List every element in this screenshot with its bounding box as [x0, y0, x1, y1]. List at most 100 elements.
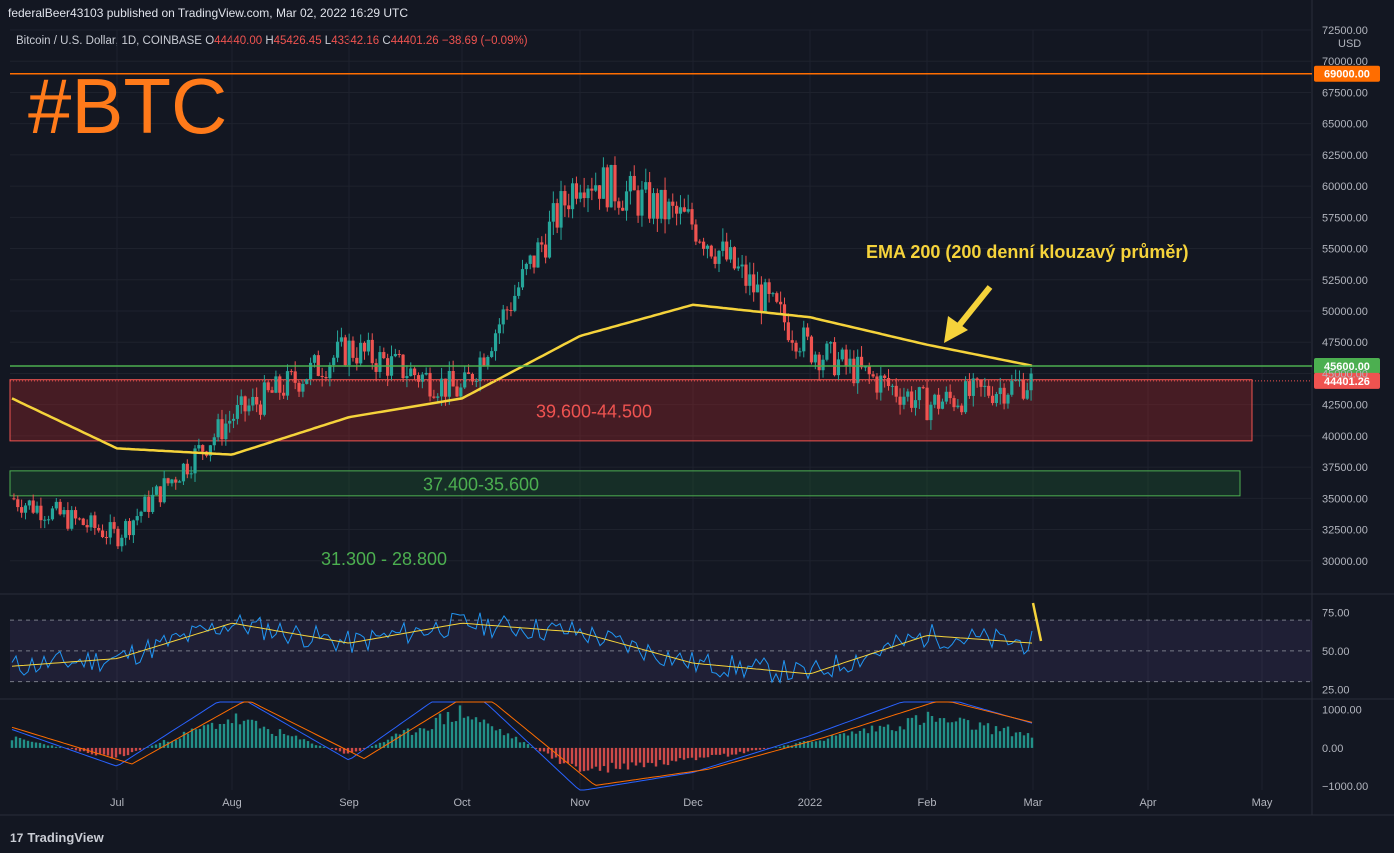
macd-histogram-bar — [870, 725, 874, 748]
candle-body — [728, 247, 733, 260]
macd-histogram-bar — [134, 747, 138, 751]
candle-body — [836, 359, 841, 376]
macd-histogram-bar — [950, 722, 954, 748]
macd-histogram-bar — [150, 745, 154, 748]
price-tick-label: 72500.00 — [1322, 25, 1368, 37]
macd-line — [11, 701, 1033, 791]
macd-histogram-bar — [698, 747, 702, 758]
macd-histogram-bar — [286, 735, 290, 748]
tradingview-brand[interactable]: 17 TradingView — [10, 830, 104, 845]
candle-body — [282, 392, 286, 396]
macd-histogram-bar — [678, 747, 682, 759]
rsi-line — [11, 612, 1033, 684]
macd-histogram-bar — [510, 738, 514, 748]
candle-body — [678, 207, 683, 214]
price-tick-label: 50000.00 — [1322, 306, 1368, 318]
macd-histogram-bar — [686, 747, 690, 759]
x-tick-label: Nov — [570, 797, 590, 809]
candle-body — [262, 382, 266, 415]
candle-body — [979, 379, 983, 387]
macd-histogram-bar — [846, 735, 850, 748]
candle-body — [875, 376, 879, 393]
candle-body — [31, 500, 35, 513]
candle-body — [840, 349, 844, 360]
candle-body — [220, 419, 224, 440]
candle-body — [759, 284, 763, 313]
macd-histogram-bar — [226, 719, 230, 748]
candle-body — [540, 242, 544, 245]
candle-body — [894, 385, 898, 397]
candle-body — [952, 398, 956, 408]
candle-body — [339, 337, 344, 342]
candle-body — [351, 340, 355, 358]
candle-body — [413, 368, 417, 376]
candle-body — [490, 351, 494, 357]
macd-histogram-bar — [266, 729, 270, 748]
candle-body — [779, 301, 783, 305]
macd-histogram-bar — [902, 729, 906, 748]
candle-body — [821, 359, 825, 371]
candle-body — [85, 524, 89, 528]
macd-histogram-bar — [202, 725, 206, 748]
macd-histogram-bar — [302, 739, 306, 748]
candle-body — [177, 481, 182, 483]
candle-body — [374, 363, 378, 372]
candle-body — [251, 396, 255, 406]
tradingview-logo: 17 — [10, 831, 24, 845]
candle-body — [983, 385, 987, 387]
candle-body — [559, 191, 563, 228]
price-label-box — [1314, 372, 1380, 389]
macd-histogram-bar — [1010, 736, 1014, 748]
macd-histogram-bar — [674, 747, 678, 762]
macd-histogram-bar — [822, 740, 826, 748]
macd-histogram-bar — [826, 738, 830, 748]
macd-histogram-bar — [850, 731, 854, 748]
overlay-title: #BTC — [28, 62, 227, 150]
macd-histogram-bar — [818, 740, 822, 748]
candle-body — [285, 371, 290, 396]
candle-body — [328, 365, 332, 379]
candle-body — [443, 378, 448, 397]
candle-body — [23, 505, 28, 513]
macd-histogram-bar — [914, 715, 918, 748]
candle-body — [536, 242, 540, 268]
macd-histogram-bar — [666, 747, 670, 766]
macd-histogram-bar — [50, 745, 54, 748]
candle-body — [524, 263, 528, 270]
price-tick-label: 35000.00 — [1322, 493, 1368, 505]
macd-histogram-bar — [294, 735, 298, 748]
candle-body — [998, 387, 1002, 395]
candle-body — [116, 528, 120, 547]
candle-body — [987, 385, 991, 396]
candle-body — [378, 352, 382, 372]
candle-body — [27, 500, 31, 506]
close-value: 44401.26 — [390, 35, 439, 47]
macd-histogram-bar — [750, 747, 754, 751]
candle-body — [35, 505, 39, 513]
price-axis: 72500.00 70000.00 67500.00 65000.00 62500.00… — [110, 25, 1368, 809]
candle-body — [555, 203, 559, 228]
candle-body — [871, 374, 875, 377]
candle-body — [528, 255, 532, 264]
candle-body — [917, 387, 921, 401]
annotations: #BTC 31.300 - 28.800 EMA 200 (200 denní kl… — [28, 62, 1188, 569]
x-tick-label: Apr — [1139, 797, 1156, 809]
candle-body — [910, 391, 914, 408]
candle-body — [143, 496, 147, 512]
macd-histogram-bar — [78, 747, 82, 752]
macd-histogram-bar — [690, 747, 694, 758]
macd-histogram-bar — [142, 747, 146, 749]
macd-histogram-bar — [238, 724, 242, 748]
candle-body — [93, 515, 97, 528]
macd-histogram-bar — [358, 747, 362, 751]
candle-body — [12, 498, 16, 500]
candle-body — [255, 396, 259, 405]
candle-body — [601, 167, 606, 199]
macd-histogram-bar — [74, 747, 78, 751]
macd-histogram-bar — [778, 746, 782, 748]
macd-histogram-bar — [990, 734, 994, 748]
macd-histogram-bar — [590, 747, 594, 769]
x-tick-label: Feb — [918, 797, 937, 809]
candle-body — [929, 404, 933, 421]
